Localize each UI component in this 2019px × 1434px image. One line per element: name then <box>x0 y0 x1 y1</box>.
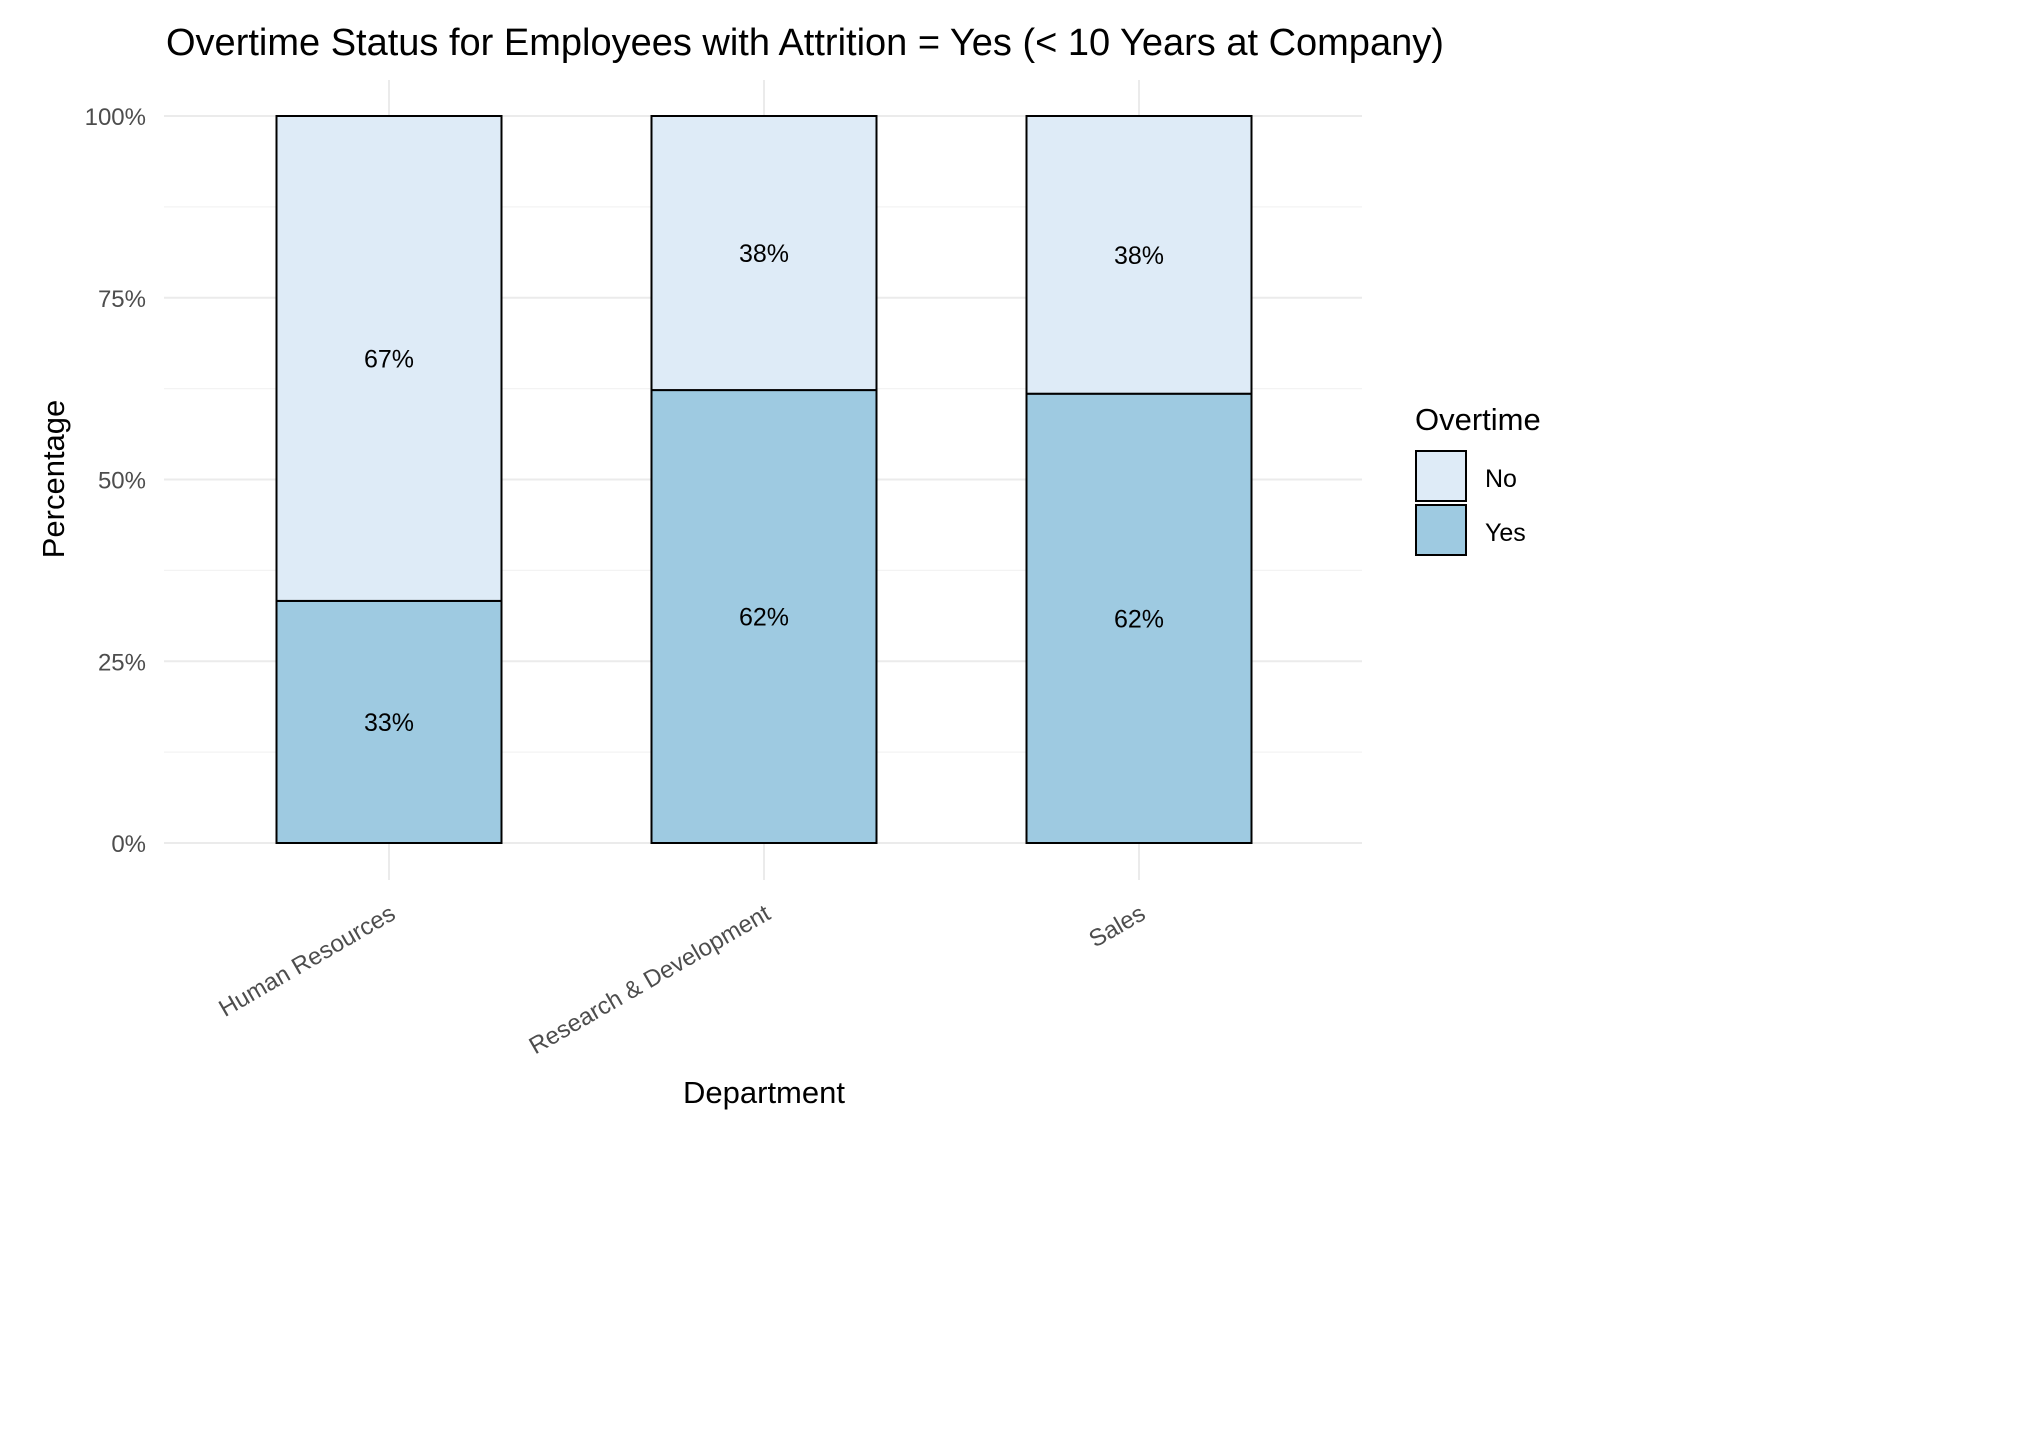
legend-swatch-no <box>1415 450 1467 502</box>
chart-container: 33% 67% 62% 38% 62% 38% 0% 25% 50% 75% 100% Human … <box>36 22 1541 1110</box>
ticks-layer: 0% 25% 50% 75% 100% Human Resources Research &… <box>85 104 1150 1060</box>
chart-title: Overtime Status for Employees with Attri… <box>166 22 1444 64</box>
chart-svg: 33% 67% 62% 38% 62% 38% 0% 25% 50% 75% 100% Human … <box>36 22 1541 1110</box>
bar-human-resources-yes <box>275 599 503 844</box>
y-tick-label: 25% <box>98 649 146 676</box>
bar-sales-no <box>1025 115 1253 395</box>
legend: Overtime No Yes <box>1415 402 1541 556</box>
y-tick-label: 75% <box>98 286 146 313</box>
legend-label-no: No <box>1485 465 1517 493</box>
bar-sales-yes <box>1025 392 1253 844</box>
x-axis-title: Department <box>683 1075 845 1110</box>
bar-human-resources-no <box>275 115 503 602</box>
x-tick-label: Sales <box>1084 900 1150 953</box>
bar-research-development-no <box>650 115 878 392</box>
legend-label-yes: Yes <box>1485 519 1526 547</box>
data-label: 67% <box>364 345 414 373</box>
bars-layer <box>275 115 1253 844</box>
y-tick-label: 50% <box>98 468 146 495</box>
data-label: 62% <box>1114 605 1164 633</box>
x-tick-label: Research & Development <box>525 900 776 1060</box>
y-tick-label: 100% <box>85 104 146 131</box>
data-label: 33% <box>364 709 414 737</box>
x-tick-label: Human Resources <box>214 900 400 1023</box>
data-label: 38% <box>1114 242 1164 270</box>
legend-swatch-yes <box>1415 504 1467 556</box>
data-label: 62% <box>739 604 789 632</box>
legend-title: Overtime <box>1415 402 1541 437</box>
y-tick-label: 0% <box>111 831 146 858</box>
data-label: 38% <box>739 240 789 268</box>
y-axis-title: Percentage <box>36 400 71 559</box>
data-labels-layer: 33% 67% 62% 38% 62% 38% <box>364 240 1164 737</box>
legend-items: No Yes <box>1415 450 1526 556</box>
